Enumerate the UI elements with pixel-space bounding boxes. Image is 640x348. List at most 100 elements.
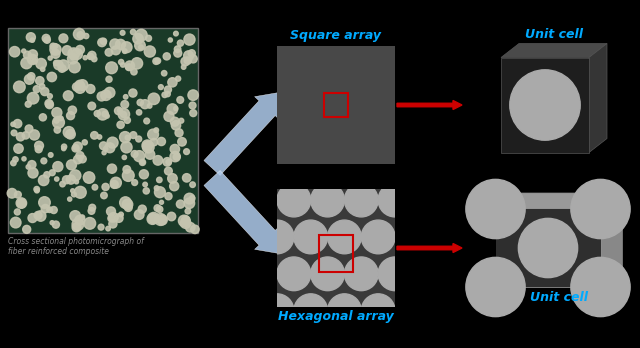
Circle shape (110, 181, 118, 188)
Circle shape (326, 95, 346, 116)
Circle shape (45, 100, 53, 108)
Circle shape (154, 128, 159, 133)
Circle shape (35, 188, 39, 193)
Circle shape (510, 70, 580, 140)
Circle shape (22, 49, 26, 53)
Circle shape (185, 208, 191, 214)
Circle shape (344, 183, 378, 217)
Circle shape (184, 149, 189, 155)
Circle shape (170, 151, 180, 162)
Circle shape (84, 33, 89, 39)
Circle shape (139, 45, 143, 49)
Circle shape (302, 47, 323, 68)
Circle shape (349, 71, 370, 92)
Circle shape (106, 76, 112, 82)
Circle shape (164, 167, 172, 175)
Circle shape (67, 160, 77, 170)
Circle shape (68, 106, 77, 114)
Circle shape (52, 49, 57, 54)
Circle shape (36, 58, 46, 69)
Circle shape (153, 58, 159, 64)
Circle shape (45, 101, 54, 109)
Circle shape (143, 188, 149, 194)
Circle shape (118, 108, 122, 113)
Circle shape (168, 78, 177, 87)
Circle shape (54, 60, 63, 70)
Circle shape (172, 121, 180, 130)
Circle shape (111, 46, 120, 55)
Circle shape (429, 220, 463, 254)
Circle shape (349, 118, 370, 139)
Circle shape (108, 215, 115, 222)
Circle shape (14, 209, 20, 215)
Text: Cross sectional photomicrograph of: Cross sectional photomicrograph of (8, 237, 144, 246)
Circle shape (326, 47, 346, 68)
Circle shape (159, 200, 164, 204)
Circle shape (24, 51, 31, 59)
Circle shape (28, 73, 35, 80)
Circle shape (278, 95, 299, 116)
Circle shape (141, 160, 145, 164)
Circle shape (157, 137, 166, 145)
Circle shape (142, 140, 153, 151)
Circle shape (328, 220, 362, 254)
Circle shape (362, 294, 395, 327)
Circle shape (32, 59, 37, 64)
Circle shape (44, 37, 51, 43)
Circle shape (47, 207, 52, 213)
Circle shape (7, 189, 17, 198)
Circle shape (378, 183, 412, 217)
Bar (319, 235, 353, 272)
Circle shape (122, 169, 134, 181)
Circle shape (277, 257, 310, 291)
Circle shape (148, 212, 159, 223)
Circle shape (33, 86, 40, 93)
Circle shape (115, 107, 122, 114)
Circle shape (47, 72, 56, 82)
Circle shape (72, 219, 84, 230)
Circle shape (157, 215, 167, 225)
Circle shape (75, 80, 84, 89)
Circle shape (156, 206, 163, 213)
Circle shape (161, 71, 167, 76)
Circle shape (294, 294, 328, 327)
Circle shape (277, 183, 310, 217)
Circle shape (53, 161, 63, 172)
Circle shape (121, 42, 132, 53)
Circle shape (138, 205, 147, 213)
Circle shape (150, 139, 157, 146)
Circle shape (21, 57, 32, 69)
Circle shape (165, 92, 170, 97)
Circle shape (91, 132, 98, 139)
Circle shape (125, 61, 134, 70)
Circle shape (328, 294, 362, 327)
Circle shape (278, 118, 299, 139)
Circle shape (145, 150, 155, 159)
Circle shape (72, 83, 81, 91)
Circle shape (466, 179, 525, 239)
Circle shape (178, 137, 186, 146)
Text: fiber reinforced composite: fiber reinforced composite (8, 247, 109, 256)
Bar (277, 46, 395, 164)
Circle shape (109, 220, 117, 228)
Text: Unit cell: Unit cell (530, 291, 588, 304)
Circle shape (52, 44, 58, 49)
Circle shape (26, 165, 31, 169)
Circle shape (373, 118, 394, 139)
Circle shape (190, 182, 195, 188)
Circle shape (66, 129, 76, 139)
Circle shape (26, 33, 35, 42)
Circle shape (70, 170, 81, 181)
Circle shape (302, 95, 323, 116)
Circle shape (140, 170, 148, 179)
Circle shape (571, 258, 630, 317)
Circle shape (278, 71, 299, 92)
Circle shape (47, 94, 52, 98)
FancyArrow shape (397, 101, 462, 110)
Circle shape (170, 117, 179, 126)
Circle shape (170, 182, 179, 191)
Circle shape (59, 34, 68, 43)
Circle shape (108, 164, 116, 173)
Circle shape (302, 118, 323, 139)
Bar (277, 189, 395, 307)
